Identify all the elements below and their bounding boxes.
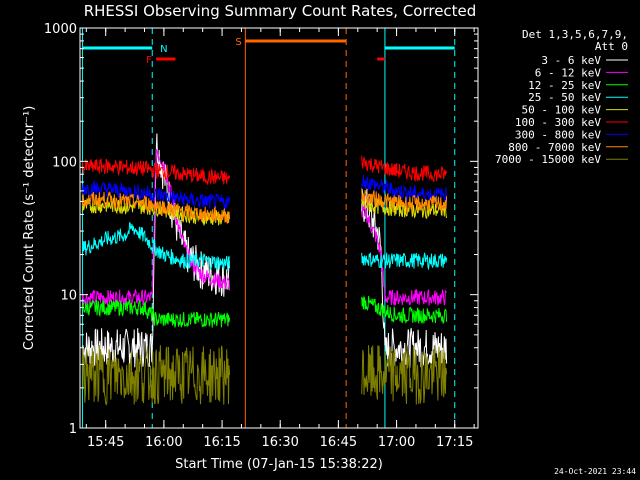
series-line-1-0 [81,149,231,307]
y-tick-label-3: 1000 [44,22,77,37]
legend-label-3: 25 - 50 keV [528,91,601,104]
x-tick-label-0: 15:45 [87,435,124,450]
series-line-8-1 [361,345,448,405]
plot-frame [79,27,479,429]
legend-label-5: 100 - 300 keV [515,116,601,129]
y-tick-label-1: 10 [60,289,77,304]
legend-label-1: 6 - 12 keV [535,66,602,79]
series-line-8-0 [81,344,231,406]
series-line-6-0 [81,179,231,211]
y-tick-label-2: 100 [52,155,77,170]
series-group [81,133,448,406]
legend-label-6: 300 - 800 keV [515,128,601,141]
chart-title: RHESSI Observing Summary Count Rates, Co… [84,2,477,20]
legend-label-0: 3 - 6 keV [541,54,601,67]
x-axis-label: Start Time (07-Jan-15 15:38:22) [175,457,383,472]
state-bar-label-1: F [146,55,152,66]
x-tick-label-6: 17:15 [436,435,473,450]
series-line-5-0 [81,158,231,185]
legend-header-0: Det 1,3,5,6,7,9, [522,28,628,41]
legend-label-2: 12 - 25 keV [528,79,601,92]
x-tick-label-5: 17:00 [378,435,415,450]
x-tick-label-3: 16:30 [261,435,298,450]
state-bar-label-0: N [160,44,167,55]
plot-timestamp: 24-Oct-2021 23:44 [554,467,636,476]
series-line-3-0 [81,221,231,271]
series-line-3-1 [361,252,448,271]
series-line-2-1 [361,295,448,325]
legend-label-4: 50 - 100 keV [522,104,602,117]
y-tick-label-0: 1 [69,422,77,437]
state-bar-label-2: S [235,37,241,48]
legend-label-7: 800 - 7000 keV [508,141,601,154]
legend-label-8: 7000 - 15000 keV [495,153,601,166]
series-line-1-1 [361,204,448,306]
x-tick-label-1: 16:00 [145,435,182,450]
y-axis-label: Corrected Count Rate (s⁻¹ detector⁻¹) [22,106,37,351]
x-tick-label-4: 16:45 [320,435,357,450]
series-line-2-0 [81,299,231,328]
series-line-7-0 [81,191,231,225]
y-axis-ticks: 1 10 100 1000 [44,22,478,437]
state-bars: NF S [82,37,455,66]
series-line-7-1 [361,188,448,213]
x-axis-ticks: 15:45 16:00 16:15 16:30 16:45 17:00 17:15 [85,28,475,450]
series-line-5-1 [361,155,448,183]
legend-header-1: Att 0 [595,40,628,53]
x-tick-label-2: 16:15 [203,435,240,450]
